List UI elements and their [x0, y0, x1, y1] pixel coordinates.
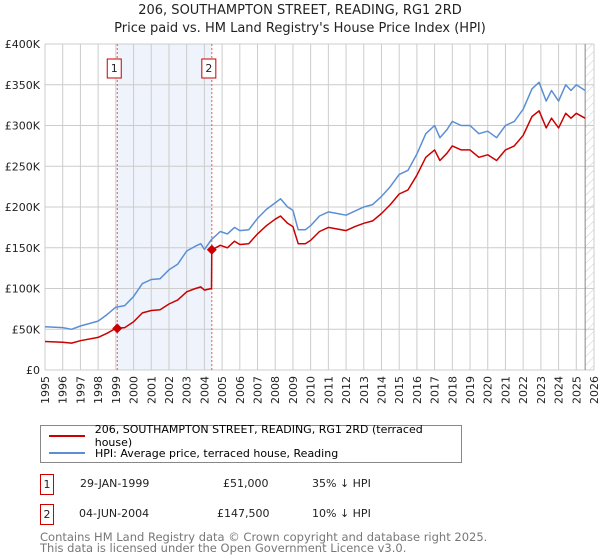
x-tick-label: 2003 — [181, 376, 194, 404]
x-tick-label: 2019 — [464, 376, 477, 404]
sale-badge-label: 2 — [205, 62, 212, 75]
x-tick-label: 2005 — [216, 376, 229, 404]
x-tick-label: 2008 — [269, 376, 282, 404]
sale-point — [112, 323, 123, 334]
legend-swatch-blue — [49, 452, 85, 454]
sale-date: 29-JAN-1999 — [80, 477, 150, 490]
legend-label: 206, SOUTHAMPTON STREET, READING, RG1 2R… — [94, 423, 423, 449]
x-tick-label: 1997 — [74, 376, 87, 404]
x-tick-label: 2007 — [252, 376, 265, 404]
x-tick-label: 2009 — [287, 376, 300, 404]
sale-badge-box — [106, 58, 122, 79]
hpi-line — [44, 81, 586, 331]
sale-date: 04-JUN-2004 — [79, 507, 150, 520]
sale-price: £147,500 — [217, 507, 270, 520]
legend-label: HPI: Average price, terraced house, Read… — [95, 446, 339, 460]
y-tick-label: £50K — [12, 323, 41, 336]
sale-hpi-diff: 10% ↓ HPI — [312, 507, 371, 520]
x-tick-label: 1995 — [39, 376, 52, 404]
x-tick-label: 2017 — [429, 376, 442, 404]
sale-hpi-diff: 35% ↓ HPI — [312, 477, 371, 490]
y-tick-label: £350K — [5, 79, 41, 92]
sale-price: £51,000 — [223, 477, 269, 490]
x-tick-label: 2026 — [588, 376, 600, 404]
x-tick-label: 2011 — [322, 376, 335, 404]
x-tick-label: 1999 — [110, 376, 123, 404]
plot-area: 1995 1996 1997 1998 1999 2000 2001 2002 2003 2004… — [5, 38, 600, 404]
x-tick-label: 2021 — [499, 376, 512, 404]
x-tick-label: 2016 — [411, 376, 424, 404]
y-tick-label: £150K — [5, 242, 41, 255]
x-tick-label: 2013 — [358, 376, 371, 404]
chart-title: 206, SOUTHAMPTON STREET, READING, RG1 2R… — [138, 3, 462, 18]
x-tick-label: 2010 — [305, 376, 318, 404]
x-tick-label: 2012 — [340, 376, 353, 404]
x-tick-label: 2014 — [375, 376, 388, 404]
legend-item-hpi: HPI: Average price, terraced house, Read… — [49, 445, 338, 461]
x-tick-label: 2022 — [517, 376, 530, 404]
footer-licence: This data is licensed under the Open Gov… — [40, 541, 407, 555]
x-tick-label: 2001 — [145, 376, 158, 404]
x-tick-label: 2020 — [482, 376, 495, 404]
x-tick-label: 2006 — [234, 376, 247, 404]
x-tick-label: 2023 — [535, 376, 548, 404]
y-tick-label: £250K — [5, 160, 41, 173]
sale-badge-label: 1 — [111, 62, 118, 75]
sale-badge-box — [201, 58, 217, 79]
x-tick-label: 2024 — [553, 376, 566, 404]
x-tick-label: 1998 — [92, 376, 105, 404]
legend-item-property: 206, SOUTHAMPTON STREET, READING, RG1 2R… — [49, 423, 461, 449]
footer-copyright: Contains HM Land Registry data © Crown c… — [40, 530, 488, 544]
sale-point — [206, 244, 217, 255]
y-tick-label: £300K — [5, 120, 41, 133]
property-line — [44, 110, 586, 344]
x-tick-label: 2004 — [198, 376, 211, 404]
x-tick-label: 2002 — [163, 376, 176, 404]
y-tick-label: £400K — [5, 38, 41, 51]
x-tick-label: 2025 — [570, 376, 583, 404]
y-tick-label: £200K — [5, 201, 41, 214]
x-tick-label: 2018 — [446, 376, 459, 404]
y-tick-label: £100K — [5, 283, 41, 296]
y-tick-label: £0 — [26, 364, 40, 377]
x-tick-label: 2015 — [393, 376, 406, 404]
chart-subtitle: Price paid vs. HM Land Registry's House … — [114, 21, 486, 36]
sale-marker-badge: 2 — [40, 504, 54, 525]
x-tick-label: 2000 — [128, 376, 141, 404]
x-tick-label: 1996 — [57, 376, 70, 404]
sale-marker-badge: 1 — [40, 474, 54, 495]
legend: 206, SOUTHAMPTON STREET, READING, RG1 2R… — [40, 423, 462, 463]
legend-swatch-red — [49, 435, 85, 437]
